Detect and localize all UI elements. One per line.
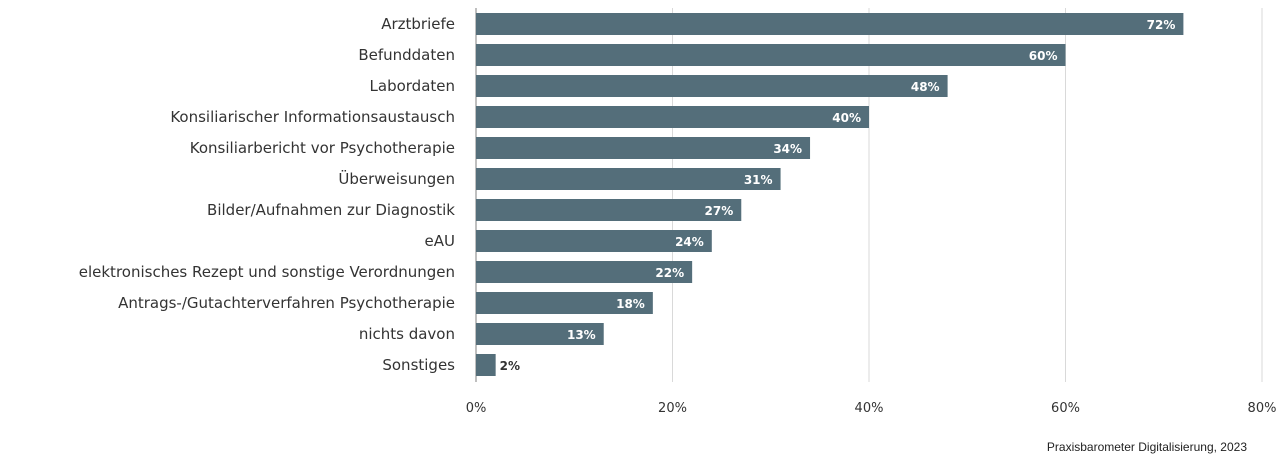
category-label: Bilder/Aufnahmen zur Diagnostik	[207, 201, 455, 219]
bar	[476, 261, 693, 283]
category-label: eAU	[425, 232, 455, 250]
x-tick-label: 0%	[466, 401, 487, 416]
bar-value-label: 13%	[567, 328, 596, 342]
category-label: elektronisches Rezept und sonstige Veror…	[79, 263, 455, 281]
category-label: nichts davon	[359, 325, 455, 343]
bar	[476, 106, 869, 128]
bar	[476, 13, 1184, 35]
category-label: Labordaten	[370, 77, 455, 95]
bar	[476, 230, 712, 252]
bar-value-label: 48%	[911, 80, 940, 94]
x-tick-label: 20%	[658, 401, 687, 416]
bar	[476, 168, 781, 190]
bar-value-label: 60%	[1029, 49, 1058, 63]
source-note: Praxisbarometer Digitalisierung, 2023	[1046, 440, 1247, 454]
category-label: Konsiliarischer Informationsaustausch	[170, 108, 455, 126]
category-label: Antrags-/Gutachterverfahren Psychotherap…	[118, 294, 455, 312]
category-label: Arztbriefe	[381, 15, 455, 33]
bar	[476, 199, 742, 221]
bar-value-label: 31%	[744, 173, 773, 187]
x-tick-label: 80%	[1248, 401, 1277, 416]
bar	[476, 44, 1066, 66]
bar	[476, 354, 496, 376]
category-label: Befunddaten	[358, 46, 455, 64]
bar-value-label: 2%	[500, 359, 520, 373]
category-label: Konsiliarbericht vor Psychotherapie	[190, 139, 455, 157]
bar	[476, 75, 948, 97]
category-label: Überweisungen	[338, 169, 455, 188]
bar	[476, 323, 604, 345]
bar-value-label: 27%	[705, 204, 734, 218]
category-label: Sonstiges	[382, 356, 455, 374]
bar-value-label: 18%	[616, 297, 645, 311]
bar-value-label: 72%	[1147, 18, 1176, 32]
bar	[476, 137, 811, 159]
bar-value-label: 40%	[832, 111, 861, 125]
x-tick-label: 60%	[1051, 401, 1080, 416]
bar	[476, 292, 653, 314]
bar-value-label: 24%	[675, 235, 704, 249]
x-tick-label: 40%	[855, 401, 884, 416]
bar-value-label: 34%	[773, 142, 802, 156]
bar-value-label: 22%	[655, 266, 684, 280]
